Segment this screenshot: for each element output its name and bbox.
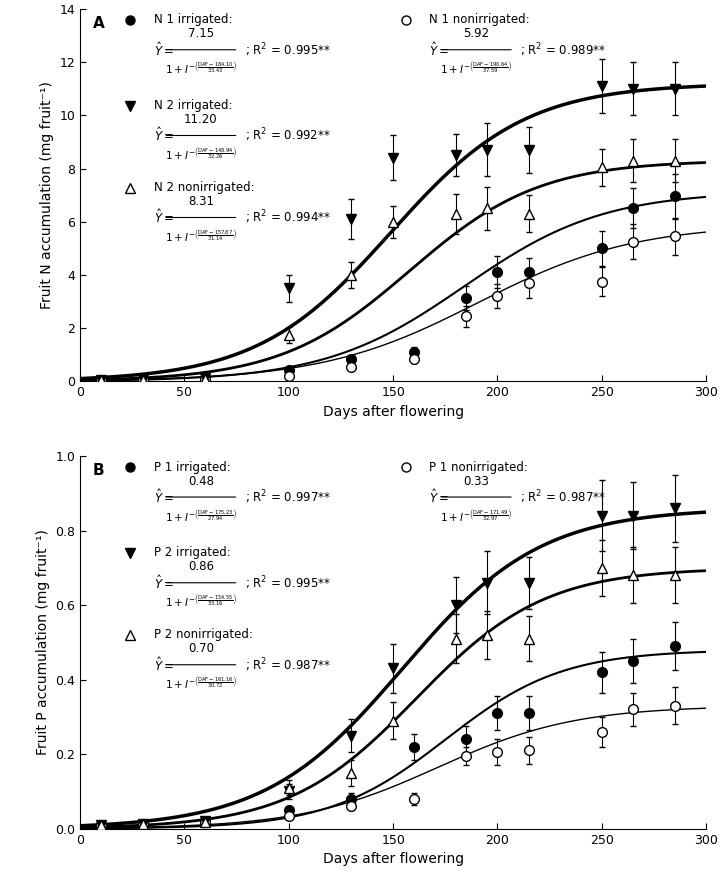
Text: P 2 nonirrigated:: P 2 nonirrigated:: [154, 629, 253, 641]
X-axis label: Days after flowering: Days after flowering: [323, 852, 464, 866]
Text: P 1 nonirrigated:: P 1 nonirrigated:: [430, 460, 529, 474]
Text: $\hat{Y}=$: $\hat{Y}=$: [430, 41, 449, 59]
Text: 7.15: 7.15: [188, 27, 214, 40]
Text: $\hat{Y}=$: $\hat{Y}=$: [430, 488, 449, 506]
Text: N 1 nonirrigated:: N 1 nonirrigated:: [430, 13, 530, 26]
Text: $\hat{Y}=$: $\hat{Y}=$: [154, 126, 174, 145]
Text: $1 + I^{-\left(\frac{\mathrm{DAF}-154.55}{33.16}\right)}$: $1 + I^{-\left(\frac{\mathrm{DAF}-154.55…: [165, 593, 237, 610]
Text: 0.48: 0.48: [188, 474, 214, 488]
Text: 5.92: 5.92: [463, 27, 489, 40]
Text: ; R$^{2}$ = 0.997**: ; R$^{2}$ = 0.997**: [245, 488, 331, 506]
Text: ; R$^{2}$ = 0.987**: ; R$^{2}$ = 0.987**: [245, 656, 331, 674]
Text: $\hat{Y}=$: $\hat{Y}=$: [154, 41, 174, 59]
Y-axis label: Fruit N accumulation (mg fruit⁻¹): Fruit N accumulation (mg fruit⁻¹): [40, 82, 54, 309]
Text: ; R$^{2}$ = 0.992**: ; R$^{2}$ = 0.992**: [245, 126, 331, 145]
Text: ; R$^{2}$ = 0.989**: ; R$^{2}$ = 0.989**: [521, 41, 606, 59]
Text: P 2 irrigated:: P 2 irrigated:: [154, 546, 231, 560]
X-axis label: Days after flowering: Days after flowering: [323, 405, 464, 419]
Text: A: A: [92, 16, 104, 32]
Text: ; R$^{2}$ = 0.994**: ; R$^{2}$ = 0.994**: [245, 209, 331, 226]
Y-axis label: Fruit P accumulation (mg fruit⁻¹): Fruit P accumulation (mg fruit⁻¹): [36, 530, 50, 755]
Text: 0.86: 0.86: [188, 560, 214, 574]
Text: $1 + I^{-\left(\frac{\mathrm{DAF}-171.49}{32.97}\right)}$: $1 + I^{-\left(\frac{\mathrm{DAF}-171.49…: [440, 508, 513, 524]
Text: $1 + I^{-\left(\frac{\mathrm{DAF}-157.87}{31.14}\right)}$: $1 + I^{-\left(\frac{\mathrm{DAF}-157.87…: [165, 228, 237, 245]
Text: $1 + I^{-\left(\frac{\mathrm{DAF}-161.16}{30.72}\right)}$: $1 + I^{-\left(\frac{\mathrm{DAF}-161.16…: [165, 675, 237, 692]
Text: N 1 irrigated:: N 1 irrigated:: [154, 13, 232, 26]
Text: P 1 irrigated:: P 1 irrigated:: [154, 460, 231, 474]
Text: 11.20: 11.20: [184, 113, 218, 126]
Text: 8.31: 8.31: [188, 196, 214, 208]
Text: ; R$^{2}$ = 0.995**: ; R$^{2}$ = 0.995**: [245, 41, 331, 59]
Text: $\hat{Y}=$: $\hat{Y}=$: [154, 209, 174, 226]
Text: N 2 irrigated:: N 2 irrigated:: [154, 99, 232, 112]
Text: ; R$^{2}$ = 0.995**: ; R$^{2}$ = 0.995**: [245, 574, 331, 592]
Text: $1 + I^{-\left(\frac{\mathrm{DAF}-184.10}{33.43}\right)}$: $1 + I^{-\left(\frac{\mathrm{DAF}-184.10…: [165, 61, 237, 77]
Text: $1 + I^{-\left(\frac{\mathrm{DAF}-148.94}{32.26}\right)}$: $1 + I^{-\left(\frac{\mathrm{DAF}-148.94…: [165, 146, 237, 163]
Text: $1 + I^{-\left(\frac{\mathrm{DAF}-175.23}{27.94}\right)}$: $1 + I^{-\left(\frac{\mathrm{DAF}-175.23…: [165, 508, 237, 524]
Text: ; R$^{2}$ = 0.987**: ; R$^{2}$ = 0.987**: [521, 488, 606, 506]
Text: N 2 nonirrigated:: N 2 nonirrigated:: [154, 182, 255, 194]
Text: 0.70: 0.70: [188, 643, 214, 655]
Text: $\hat{Y}=$: $\hat{Y}=$: [154, 656, 174, 674]
Text: B: B: [92, 463, 104, 479]
Text: $1 + I^{-\left(\frac{\mathrm{DAF}-190.64}{37.59}\right)}$: $1 + I^{-\left(\frac{\mathrm{DAF}-190.64…: [440, 61, 513, 77]
Text: $\hat{Y}=$: $\hat{Y}=$: [154, 488, 174, 506]
Text: $\hat{Y}=$: $\hat{Y}=$: [154, 574, 174, 592]
Text: 0.33: 0.33: [464, 474, 489, 488]
